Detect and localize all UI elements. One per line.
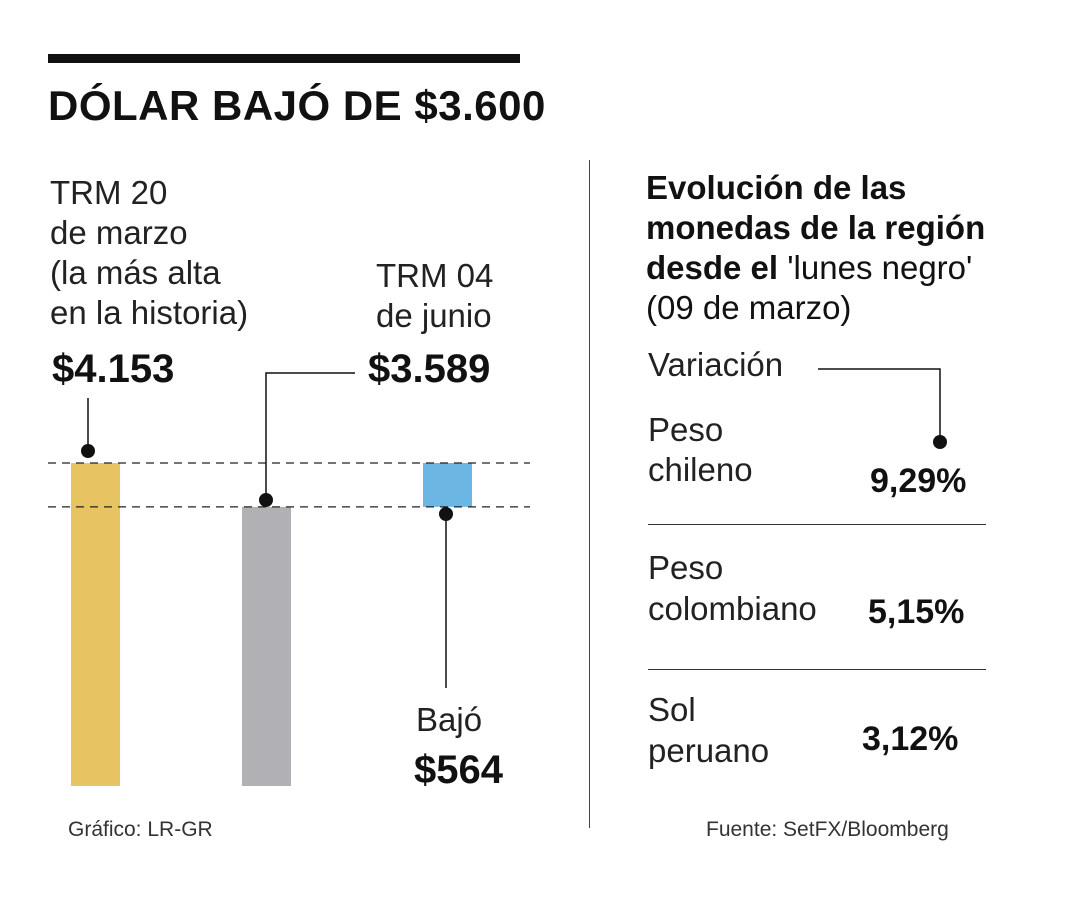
- panel-title-line-2: monedas de la región: [646, 209, 986, 246]
- variation-label: Variación: [648, 346, 784, 383]
- bar-drop: [423, 463, 472, 507]
- drop-label: Bajó: [416, 701, 483, 738]
- leader-current-dot: [259, 493, 273, 507]
- panel-title-quote: 'lunes negro': [787, 249, 973, 286]
- leader-drop-dot: [439, 507, 453, 521]
- row-1-value: 9,29%: [870, 462, 967, 500]
- label-high-line-2: de marzo: [50, 214, 188, 251]
- leader-variation-line: [818, 368, 941, 440]
- leader-high-dot: [81, 444, 95, 458]
- row-3-name-line-2: peruano: [648, 732, 770, 769]
- panel-title-date: (09 de marzo): [646, 289, 852, 326]
- panel-title-line-1: Evolución de las: [646, 169, 907, 206]
- bar-trm-20-marzo: [71, 463, 120, 786]
- row-3-name-line-1: Sol: [648, 691, 696, 728]
- row-2-value: 5,15%: [868, 593, 965, 631]
- bar-trm-04-junio: [242, 506, 291, 786]
- label-high-line-3: (la más alta: [50, 254, 221, 291]
- leader-variation-dot: [933, 435, 947, 449]
- row-2-name-line-2: colombiano: [648, 590, 817, 627]
- label-high-line-1: TRM 20: [50, 174, 168, 211]
- drop-value: $564: [414, 748, 503, 792]
- panel-divider: [589, 160, 590, 828]
- credit-text: Gráfico: LR-GR: [68, 818, 213, 841]
- row-divider-2: [648, 669, 986, 670]
- chart-title: DÓLAR BAJÓ DE $3.600: [48, 82, 546, 129]
- row-1-name-line-1: Peso: [648, 411, 724, 448]
- source-text: Fuente: SetFX/Bloomberg: [706, 818, 949, 841]
- panel-title: Evolución de las monedas de la región de…: [646, 168, 985, 328]
- label-current-line-2: de junio: [376, 297, 492, 334]
- panel-title-line-3: desde el: [646, 249, 779, 286]
- row-divider-1: [648, 524, 986, 525]
- row-2-name-line-1: Peso: [648, 549, 724, 586]
- label-high-line-4: en la historia): [50, 294, 249, 331]
- value-high: $4.153: [52, 347, 175, 391]
- value-current: $3.589: [368, 347, 491, 391]
- row-1-name-line-2: chileno: [648, 451, 753, 488]
- leader-current-line: [265, 372, 355, 500]
- label-current-line-1: TRM 04: [376, 257, 494, 294]
- title-rule: [48, 54, 520, 63]
- row-3-value: 3,12%: [862, 720, 959, 758]
